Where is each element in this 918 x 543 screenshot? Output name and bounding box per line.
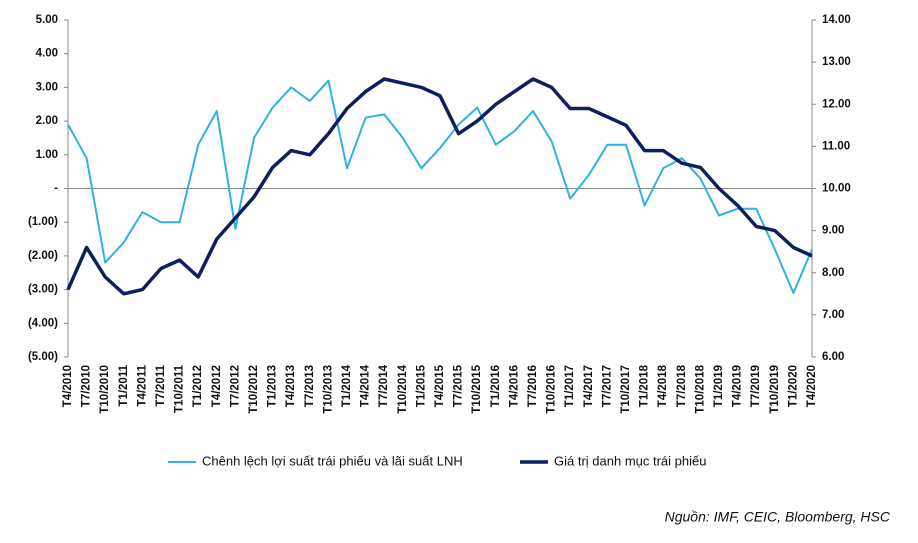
y2-tick-label: 6.00 xyxy=(822,351,844,363)
legend-label: Chênh lệch lợi suất trái phiếu và lãi su… xyxy=(202,453,463,468)
x-tick-label: T1/2013 xyxy=(267,365,279,407)
x-tick-label: T7/2012 xyxy=(229,365,241,407)
x-tick-label: T7/2014 xyxy=(378,364,390,407)
x-tick-label: T1/2015 xyxy=(415,364,427,407)
x-tick-label: T4/2012 xyxy=(211,365,223,407)
y-tick-label: (3.00) xyxy=(28,284,58,296)
y2-tick-label: 11.00 xyxy=(822,140,850,152)
y2-tick-label: 13.00 xyxy=(822,56,851,68)
x-tick-label: T4/2020 xyxy=(806,365,818,407)
x-tick-label: T7/2017 xyxy=(601,365,613,407)
x-tick-label: T10/2018 xyxy=(694,364,706,413)
y-tick-label: (2.00) xyxy=(28,250,58,262)
x-tick-label: T7/2015 xyxy=(453,364,465,407)
y2-tick-label: 7.00 xyxy=(822,309,844,321)
y-tick-label: 5.00 xyxy=(36,14,58,26)
x-tick-label: T1/2020 xyxy=(787,365,799,407)
y-tick-label: 1.00 xyxy=(36,149,58,161)
y-tick-label: - xyxy=(54,183,58,195)
y2-tick-label: 9.00 xyxy=(822,225,844,237)
y-tick-label: 3.00 xyxy=(36,81,58,93)
x-tick-label: T10/2015 xyxy=(471,364,483,413)
x-tick-label: T10/2019 xyxy=(769,365,781,414)
x-tick-label: T10/2011 xyxy=(174,364,186,413)
x-tick-label: T4/2017 xyxy=(583,365,595,407)
y2-tick-label: 8.00 xyxy=(822,267,844,279)
x-tick-label: T10/2012 xyxy=(248,365,260,414)
x-tick-label: T4/2019 xyxy=(732,365,744,407)
x-tick-label: T10/2010 xyxy=(99,365,111,414)
x-tick-label: T7/2013 xyxy=(304,365,316,407)
x-tick-label: T4/2018 xyxy=(657,364,669,407)
legend-label: Giá trị danh mục trái phiếu xyxy=(554,453,706,468)
x-tick-label: T4/2011 xyxy=(136,364,148,406)
x-tick-label: T10/2017 xyxy=(620,365,632,414)
x-tick-label: T4/2016 xyxy=(508,365,520,407)
x-tick-label: T10/2016 xyxy=(546,365,558,414)
x-tick-label: T4/2010 xyxy=(62,365,74,407)
y-tick-label: 2.00 xyxy=(36,115,58,127)
y2-tick-label: 10.00 xyxy=(822,183,851,195)
x-tick-label: T1/2012 xyxy=(192,365,204,407)
x-tick-label: T7/2019 xyxy=(750,365,762,407)
y2-tick-label: 12.00 xyxy=(822,98,851,110)
x-tick-label: T10/2013 xyxy=(322,365,334,414)
x-tick-label: T1/2017 xyxy=(564,365,576,407)
x-tick-label: T1/2011 xyxy=(118,364,130,406)
y-tick-label: 4.00 xyxy=(36,48,58,60)
x-tick-label: T7/2016 xyxy=(527,365,539,407)
x-tick-label: T1/2018 xyxy=(639,364,651,407)
x-tick-label: T1/2019 xyxy=(713,365,725,407)
series-line xyxy=(66,77,813,296)
x-tick-label: T1/2014 xyxy=(341,364,353,407)
x-tick-label: T1/2016 xyxy=(490,365,502,407)
y2-tick-label: 14.00 xyxy=(822,14,851,26)
x-tick-label: T7/2018 xyxy=(676,364,688,407)
x-tick-label: T7/2011 xyxy=(155,364,167,406)
y-tick-label: (1.00) xyxy=(28,216,58,228)
source: Nguồn: IMF, CEIC, Bloomberg, HSC xyxy=(665,509,891,525)
x-tick-label: T4/2014 xyxy=(360,364,372,407)
x-tick-label: T7/2010 xyxy=(81,365,93,407)
x-tick-label: T4/2015 xyxy=(434,364,446,407)
x-tick-label: T4/2013 xyxy=(285,365,297,407)
y-tick-label: (5.00) xyxy=(28,351,58,363)
x-tick-label: T10/2014 xyxy=(397,364,409,413)
y-tick-label: (4.00) xyxy=(28,317,58,329)
